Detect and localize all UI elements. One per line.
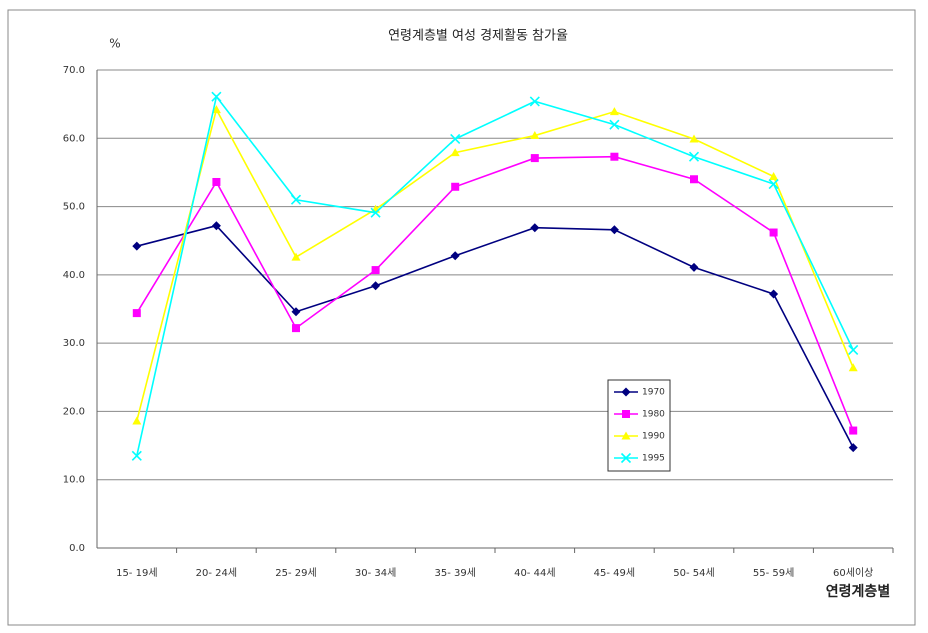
data-point bbox=[769, 228, 778, 237]
legend-marker bbox=[621, 431, 631, 440]
legend-label: 1995 bbox=[642, 454, 665, 464]
y-tick-label: 0.0 bbox=[69, 543, 85, 554]
x-axis-label: 연령계층별 bbox=[826, 583, 890, 600]
y-tick-label: 60.0 bbox=[63, 133, 85, 144]
data-point bbox=[530, 131, 540, 140]
data-point bbox=[768, 178, 779, 190]
data-point bbox=[849, 426, 858, 435]
x-tick-label: 40- 44세 bbox=[514, 567, 555, 579]
data-point bbox=[688, 151, 700, 162]
y-tick-label: 30.0 bbox=[63, 338, 85, 349]
x-tick-label: 20- 24세 bbox=[196, 567, 237, 579]
data-point bbox=[529, 96, 540, 107]
data-point bbox=[292, 324, 300, 333]
data-point bbox=[451, 182, 460, 191]
data-point bbox=[848, 363, 858, 372]
legend-label: 1970 bbox=[642, 388, 665, 398]
x-tick-label: 35- 39세 bbox=[434, 567, 475, 579]
data-point bbox=[530, 223, 540, 233]
x-tick-label: 30- 34세 bbox=[355, 567, 396, 579]
data-point bbox=[370, 207, 381, 218]
data-point bbox=[371, 266, 380, 275]
series-line bbox=[136, 107, 854, 422]
data-point bbox=[211, 221, 221, 231]
data-point bbox=[132, 241, 142, 251]
data-point bbox=[848, 344, 859, 356]
legend-marker bbox=[620, 452, 632, 464]
data-point bbox=[211, 91, 222, 102]
data-point bbox=[212, 177, 221, 186]
x-tick-label: 60세이상 bbox=[833, 567, 873, 579]
data-point bbox=[132, 416, 142, 425]
series-line bbox=[136, 94, 854, 456]
y-tick-label: 40.0 bbox=[63, 270, 85, 281]
y-tick-label: 50.0 bbox=[63, 202, 85, 213]
data-point bbox=[689, 262, 699, 272]
data-point bbox=[530, 154, 539, 163]
x-tick-label: 25- 29세 bbox=[275, 567, 316, 579]
data-point bbox=[609, 107, 619, 116]
data-point bbox=[450, 251, 460, 261]
data-point bbox=[450, 148, 460, 157]
x-tick-label: 50- 54세 bbox=[673, 567, 714, 579]
data-point bbox=[290, 194, 302, 205]
data-point bbox=[131, 450, 142, 461]
legend-label: 1990 bbox=[642, 432, 665, 442]
data-point bbox=[609, 119, 620, 130]
data-point bbox=[211, 105, 221, 114]
data-point bbox=[610, 152, 619, 161]
y-tick-label: 20.0 bbox=[63, 406, 85, 417]
data-point bbox=[689, 134, 699, 143]
legend-box bbox=[607, 379, 671, 472]
data-point bbox=[609, 225, 619, 235]
x-tick-label: 45- 49세 bbox=[594, 567, 635, 579]
x-tick-label: 55- 59세 bbox=[753, 567, 794, 579]
data-point bbox=[291, 252, 301, 261]
data-point bbox=[132, 309, 141, 318]
data-point bbox=[371, 281, 381, 291]
chart-title: 연령계층별 여성 경제활동 참가율 bbox=[388, 29, 568, 44]
legend: 1970 1980 1990 1995 bbox=[607, 379, 671, 472]
x-tick-label: 15- 19세 bbox=[116, 567, 157, 579]
data-point bbox=[848, 443, 858, 453]
y-axis-label: % bbox=[109, 37, 120, 51]
legend-marker bbox=[622, 410, 630, 418]
y-tick-label: 10.0 bbox=[63, 475, 85, 486]
data-point bbox=[769, 172, 779, 181]
y-tick-label: 70.0 bbox=[63, 65, 85, 76]
data-point bbox=[291, 307, 301, 317]
series-line bbox=[136, 155, 854, 431]
series-line bbox=[136, 224, 854, 448]
data-point bbox=[769, 289, 779, 299]
data-point bbox=[450, 133, 461, 145]
legend-label: 1980 bbox=[642, 410, 665, 420]
chart-border bbox=[7, 9, 916, 626]
legend-marker bbox=[621, 387, 631, 397]
data-point bbox=[690, 175, 698, 184]
